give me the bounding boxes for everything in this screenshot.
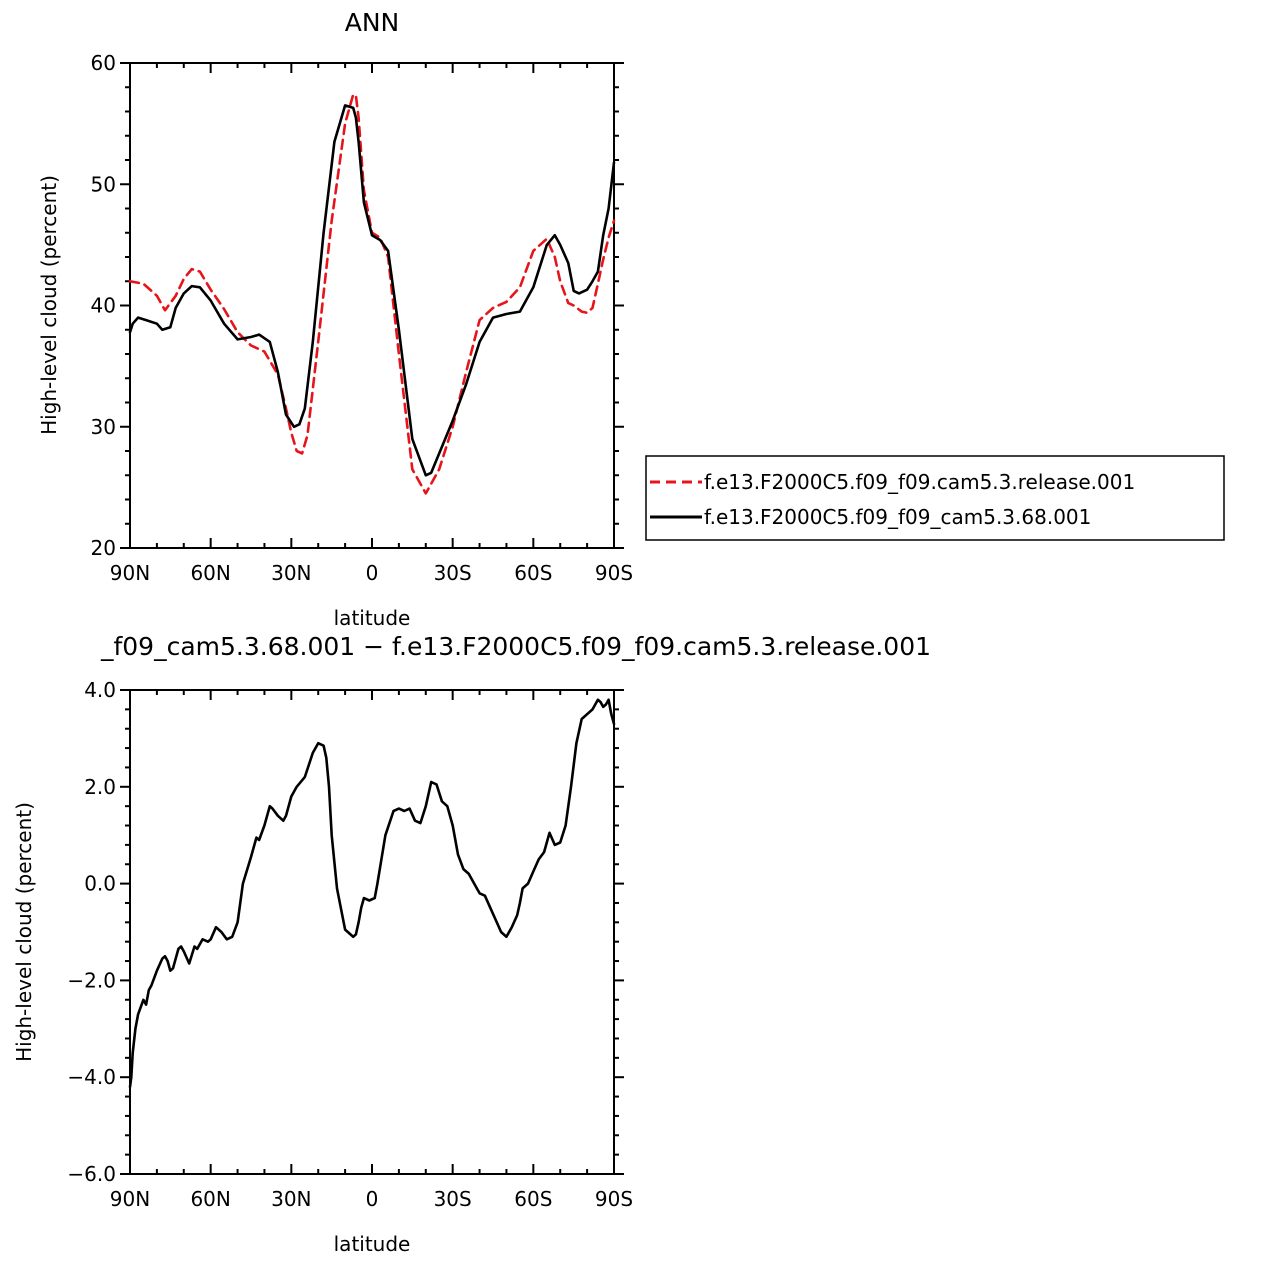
- top-panel-plot-frame: [129, 62, 615, 549]
- bottom-xtick-label: 30S: [434, 1187, 472, 1211]
- bottom-xtick-label: 90S: [595, 1187, 633, 1211]
- top-panel: ANN 90N 60N 30N 0 30S 60S 90S 20 30 40 50 60 latitu…: [37, 8, 633, 630]
- legend-box: [645, 455, 1225, 541]
- bottom-panel-title: _f09_cam5.3.68.001 − f.e13.F2000C5.f09_f…: [100, 632, 931, 661]
- top-ytick-label: 50: [91, 172, 116, 196]
- bottom-series-line-0: [128, 698, 616, 1089]
- top-series-line-1: [128, 104, 616, 477]
- legend: f.e13.F2000C5.f09_f09.cam5.3.release.001…: [645, 455, 1225, 541]
- top-xtick-label: 90S: [595, 561, 633, 585]
- top-ytick-label: 60: [91, 51, 116, 75]
- top-xtick-label: 30N: [271, 561, 311, 585]
- top-ytick-label: 40: [91, 294, 116, 318]
- bottom-xtick-label: 30N: [271, 1187, 311, 1211]
- bottom-ytick-label: −6.0: [67, 1162, 116, 1186]
- top-series-line-0: [128, 93, 616, 495]
- legend-label-68: f.e13.F2000C5.f09_f09_cam5.3.68.001: [704, 505, 1091, 529]
- bottom-ytick-label: 0.0: [84, 872, 116, 896]
- bottom-panel: _f09_cam5.3.68.001 − f.e13.F2000C5.f09_f…: [12, 632, 931, 1256]
- top-panel-ylabel: High-level cloud (percent): [37, 175, 61, 435]
- top-panel-series: [128, 93, 616, 495]
- bottom-xtick-label: 60S: [514, 1187, 552, 1211]
- bottom-ytick-label: −2.0: [67, 968, 116, 992]
- top-xtick-label: 60N: [190, 561, 230, 585]
- bottom-panel-series: [128, 698, 616, 1089]
- bottom-ytick-label: 2.0: [84, 775, 116, 799]
- top-ytick-label: 20: [91, 536, 116, 560]
- bottom-panel-ylabel: High-level cloud (percent): [12, 802, 36, 1062]
- top-xtick-label: 90N: [110, 561, 150, 585]
- top-ytick-label: 30: [91, 415, 116, 439]
- bottom-xtick-label: 0: [366, 1187, 379, 1211]
- top-xtick-label: 60S: [514, 561, 552, 585]
- top-panel-title: ANN: [345, 8, 400, 37]
- top-panel-xlabel: latitude: [334, 606, 411, 630]
- bottom-panel-ticks: 90N 60N 30N 0 30S 60S 90S −6.0 −4.0 −2.0 0.0 2.0 4.0: [67, 678, 633, 1211]
- bottom-ytick-label: 4.0: [84, 678, 116, 702]
- bottom-xtick-label: 90N: [110, 1187, 150, 1211]
- bottom-ytick-label: −4.0: [67, 1065, 116, 1089]
- top-xtick-label: 0: [366, 561, 379, 585]
- top-xtick-label: 30S: [434, 561, 472, 585]
- bottom-xtick-label: 60N: [190, 1187, 230, 1211]
- top-panel-ticks: 90N 60N 30N 0 30S 60S 90S 20 30 40 50 60: [91, 51, 634, 585]
- bottom-panel-xlabel: latitude: [334, 1232, 411, 1256]
- bottom-panel-plot-frame: [129, 689, 615, 1175]
- legend-label-release: f.e13.F2000C5.f09_f09.cam5.3.release.001: [704, 470, 1135, 494]
